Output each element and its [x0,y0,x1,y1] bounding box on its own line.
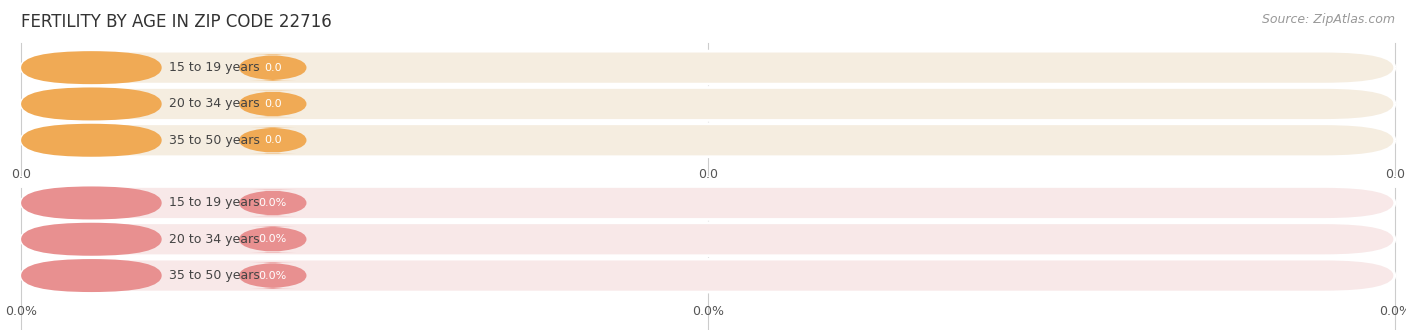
Text: 0.0: 0.0 [1385,168,1405,182]
Text: FERTILITY BY AGE IN ZIP CODE 22716: FERTILITY BY AGE IN ZIP CODE 22716 [21,13,332,31]
Text: 0.0: 0.0 [264,99,281,109]
Text: 0.0%: 0.0% [259,234,287,244]
Text: 35 to 50 years: 35 to 50 years [169,134,260,147]
Text: 0.0%: 0.0% [692,305,724,318]
Text: Source: ZipAtlas.com: Source: ZipAtlas.com [1261,13,1395,26]
Text: 0.0: 0.0 [264,63,281,73]
Text: 0.0%: 0.0% [259,271,287,280]
Text: 0.0%: 0.0% [259,198,287,208]
Text: 20 to 34 years: 20 to 34 years [169,233,259,246]
Text: 0.0%: 0.0% [6,305,37,318]
Text: 0.0: 0.0 [264,135,281,145]
Text: 0.0: 0.0 [11,168,31,182]
Text: 35 to 50 years: 35 to 50 years [169,269,260,282]
Text: 0.0%: 0.0% [1379,305,1406,318]
Text: 0.0: 0.0 [697,168,718,182]
Text: 15 to 19 years: 15 to 19 years [169,196,259,210]
Text: 15 to 19 years: 15 to 19 years [169,61,259,74]
Text: 20 to 34 years: 20 to 34 years [169,97,259,111]
